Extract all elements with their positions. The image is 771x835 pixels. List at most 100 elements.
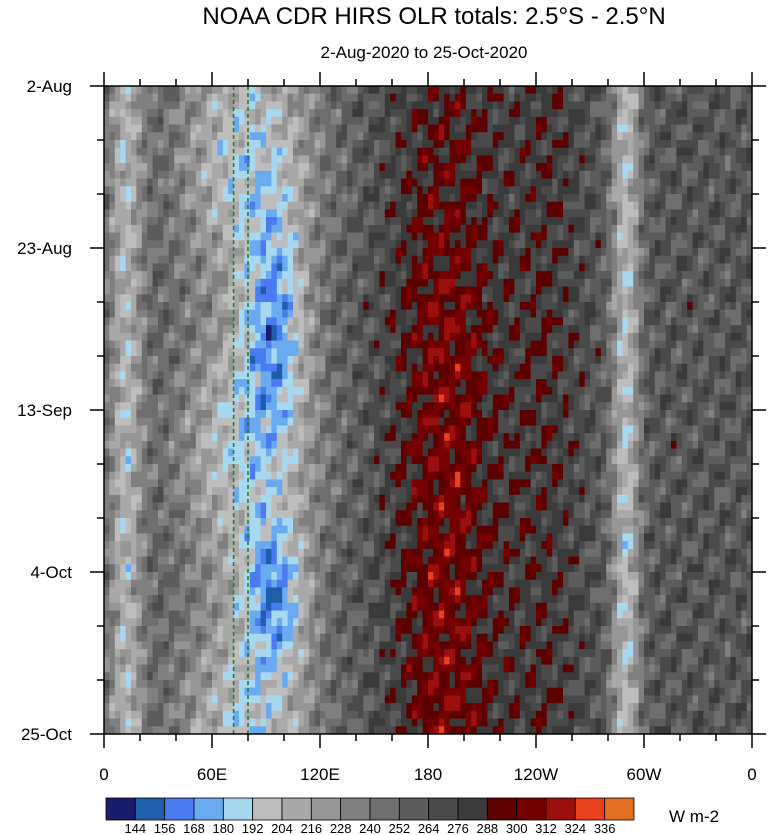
heatmap-cell [293,255,299,265]
heatmap-cell [644,194,650,203]
heatmap-cell [341,93,348,103]
heatmap-cell [617,348,623,357]
heatmap-cell [681,371,688,380]
heatmap-cell [109,194,116,203]
heatmap-cell [303,379,310,388]
heatmap-cell [676,170,683,180]
heatmap-cell [649,294,656,303]
heatmap-cell [660,379,667,388]
heatmap-cell [622,394,629,403]
heatmap-cell [325,155,332,164]
heatmap-cell [217,201,224,211]
heatmap-cell [644,140,650,149]
heatmap-cell [244,163,251,172]
heatmap-cell [476,340,483,349]
heatmap-cell [109,302,116,311]
heatmap-cell [465,155,472,164]
heatmap-cell [600,248,607,257]
heatmap-cell [600,124,607,133]
heatmap-cell [141,402,148,411]
heatmap-cell [654,186,661,195]
heatmap-cell [654,286,661,295]
heatmap-cell [476,155,483,164]
heatmap-cell [665,379,672,388]
heatmap-cell [660,371,667,380]
heatmap-cell [141,124,148,133]
heatmap-cell [352,348,359,357]
heatmap-cell [498,309,505,319]
heatmap-cell [309,232,316,241]
heatmap-cell [185,356,191,365]
heatmap-cell [573,147,580,157]
heatmap-cell [595,124,602,133]
heatmap-cell [627,394,634,403]
heatmap-cell [622,278,629,288]
heatmap-cell [249,248,256,257]
heatmap-cell [465,271,472,280]
heatmap-cell [336,186,343,195]
heatmap-cell [471,340,478,349]
heatmap-cell [384,147,391,157]
heatmap-cell [671,379,677,388]
heatmap-cell [660,255,667,265]
heatmap-cell [179,101,186,110]
heatmap-cell [357,240,364,249]
heatmap-cell [627,86,634,95]
heatmap-cell [455,278,461,288]
heatmap-cell [368,332,375,342]
heatmap-cell [395,194,402,203]
heatmap-cell [525,186,532,195]
heatmap-cell [703,286,710,295]
heatmap-cell [141,101,148,110]
heatmap-cell [498,271,505,280]
heatmap-cell [293,209,299,218]
heatmap-cell [303,186,310,195]
heatmap-cell [363,317,370,326]
heatmap-cell [131,116,137,126]
heatmap-cell [649,224,656,234]
heatmap-cell [363,332,370,342]
heatmap-cell [255,248,262,257]
heatmap-cell [595,278,602,288]
heatmap-cell [212,302,218,311]
heatmap-cell [573,348,580,357]
heatmap-cell [449,386,456,396]
heatmap-cell [282,309,289,319]
heatmap-cell [687,278,694,288]
heatmap-cell [314,140,321,149]
heatmap-cell [579,86,586,95]
heatmap-cell [406,170,413,180]
heatmap-cell [503,278,510,288]
heatmap-cell [152,402,159,411]
heatmap-cell [568,224,575,234]
heatmap-cell [509,132,515,141]
heatmap-cell [681,386,688,396]
heatmap-cell [492,140,499,149]
heatmap-cell [665,232,672,241]
heatmap-cell [141,325,148,334]
heatmap-cell [708,194,715,203]
heatmap-cell [746,132,752,141]
heatmap-cell [703,109,710,118]
heatmap-cell [374,386,380,396]
heatmap-cell [563,217,569,226]
heatmap-cell [282,109,289,118]
heatmap-cell [671,178,677,187]
heatmap-cell [379,294,386,303]
heatmap-cell [530,371,537,380]
heatmap-cell [703,232,710,241]
heatmap-cell [212,263,218,272]
heatmap-cell [746,86,752,95]
heatmap-cell [104,86,110,95]
heatmap-cell [611,394,618,403]
heatmap-cell [158,348,164,357]
heatmap-cell [109,170,116,180]
heatmap-cell [271,263,278,272]
heatmap-cell [590,209,596,218]
heatmap-cell [417,201,424,211]
heatmap-cell [357,402,364,411]
heatmap-cell [465,178,472,187]
heatmap-cell [131,194,137,203]
heatmap-cell [163,194,170,203]
heatmap-cell [152,278,159,288]
